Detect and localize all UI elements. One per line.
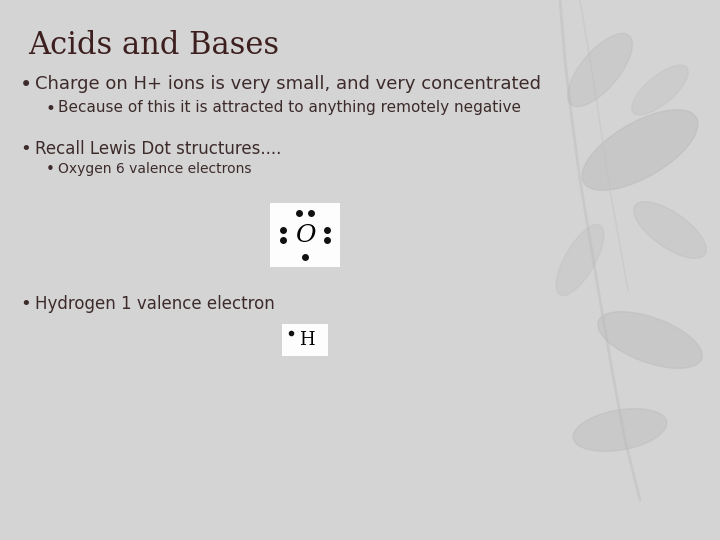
- Polygon shape: [573, 409, 667, 451]
- Text: Oxygen 6 valence electrons: Oxygen 6 valence electrons: [58, 162, 251, 176]
- Polygon shape: [582, 110, 698, 190]
- Polygon shape: [634, 202, 706, 258]
- Text: Recall Lewis Dot structures....: Recall Lewis Dot structures....: [35, 140, 282, 158]
- FancyBboxPatch shape: [270, 203, 340, 267]
- Text: H: H: [300, 331, 315, 349]
- Polygon shape: [567, 33, 632, 106]
- Text: Because of this it is attracted to anything remotely negative: Because of this it is attracted to anyth…: [58, 100, 521, 115]
- Text: Charge on H+ ions is very small, and very concentrated: Charge on H+ ions is very small, and ver…: [35, 75, 541, 93]
- Text: O: O: [294, 224, 315, 246]
- Text: •: •: [46, 100, 56, 118]
- Polygon shape: [556, 225, 604, 295]
- Text: •: •: [20, 75, 32, 95]
- FancyBboxPatch shape: [282, 324, 328, 356]
- Text: •: •: [20, 140, 31, 158]
- Text: •: •: [20, 295, 31, 313]
- Polygon shape: [598, 312, 702, 368]
- Text: Hydrogen 1 valence electron: Hydrogen 1 valence electron: [35, 295, 275, 313]
- Polygon shape: [631, 65, 688, 115]
- Text: Acids and Bases: Acids and Bases: [28, 30, 279, 61]
- Text: •: •: [46, 162, 55, 177]
